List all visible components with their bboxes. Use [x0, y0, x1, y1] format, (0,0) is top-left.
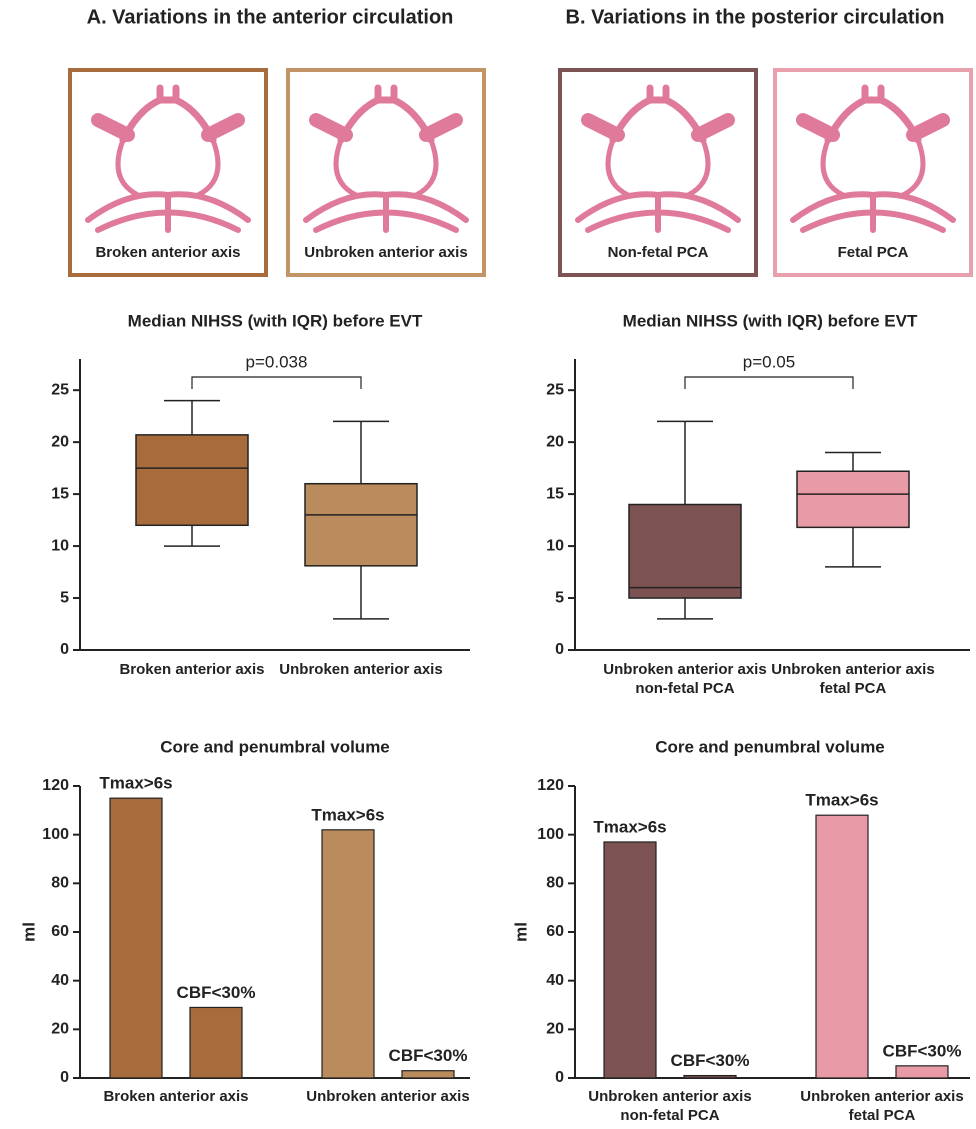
y-tick-label: 0 [60, 1069, 69, 1086]
image-caption: Fetal PCA [838, 244, 909, 261]
y-tick-label: 100 [537, 826, 564, 843]
x-tick-label: Unbroken anterior axis [306, 1088, 469, 1105]
y-tick-label: 5 [555, 589, 564, 606]
x-tick-label: fetal PCA [820, 680, 887, 697]
y-tick-label: 20 [51, 433, 69, 450]
image-caption: Non-fetal PCA [608, 244, 709, 261]
bar [604, 842, 656, 1078]
y-tick-label: 120 [537, 777, 564, 794]
y-tick-label: 60 [51, 923, 69, 940]
bar-label: Tmax>6s [311, 805, 384, 824]
x-tick-label: fetal PCA [849, 1107, 916, 1124]
x-tick-label: Unbroken anterior axis [800, 1088, 963, 1105]
y-tick-label: 15 [546, 485, 564, 502]
chart-title: Core and penumbral volume [160, 737, 390, 756]
x-tick-label: Unbroken anterior axis [771, 661, 934, 678]
section-title: A. Variations in the anterior circulatio… [87, 6, 454, 28]
bar [896, 1066, 948, 1078]
image-caption: Broken anterior axis [95, 244, 240, 261]
bar-label: CBF<30% [177, 983, 256, 1002]
box [629, 505, 741, 599]
y-axis-label: ml [511, 922, 530, 942]
y-tick-label: 60 [546, 923, 564, 940]
y-tick-label: 40 [51, 972, 69, 989]
box [797, 471, 909, 527]
bar [816, 815, 868, 1078]
y-tick-label: 100 [42, 826, 69, 843]
y-tick-label: 40 [546, 972, 564, 989]
bar-label: CBF<30% [883, 1041, 962, 1060]
bar-label: Tmax>6s [593, 817, 666, 836]
y-tick-label: 25 [51, 381, 69, 398]
y-tick-label: 10 [51, 537, 69, 554]
y-tick-label: 10 [546, 537, 564, 554]
y-tick-label: 80 [546, 875, 564, 892]
x-tick-label: non-fetal PCA [635, 680, 734, 697]
x-tick-label: Broken anterior axis [103, 1088, 248, 1105]
y-axis-label: ml [19, 922, 38, 942]
bar-label: Tmax>6s [805, 791, 878, 810]
bar [402, 1071, 454, 1078]
x-tick-label: Broken anterior axis [119, 661, 264, 678]
bar [190, 1007, 242, 1078]
significance-bracket [192, 377, 361, 389]
y-tick-label: 0 [60, 641, 69, 658]
bar-label: CBF<30% [389, 1046, 468, 1065]
y-tick-label: 0 [555, 1069, 564, 1086]
chart-title: Core and penumbral volume [655, 737, 885, 756]
section-title: B. Variations in the posterior circulati… [566, 6, 945, 28]
y-tick-label: 0 [555, 641, 564, 658]
box [136, 435, 248, 525]
p-value: p=0.038 [246, 352, 308, 371]
p-value: p=0.05 [743, 352, 795, 371]
x-tick-label: non-fetal PCA [620, 1107, 719, 1124]
chart-title: Median NIHSS (with IQR) before EVT [623, 311, 918, 330]
x-tick-label: Unbroken anterior axis [588, 1088, 751, 1105]
x-tick-label: Unbroken anterior axis [603, 661, 766, 678]
y-tick-label: 20 [51, 1021, 69, 1038]
y-tick-label: 80 [51, 875, 69, 892]
y-tick-label: 120 [42, 777, 69, 794]
bar-label: Tmax>6s [99, 774, 172, 793]
y-tick-label: 20 [546, 1021, 564, 1038]
y-tick-label: 20 [546, 433, 564, 450]
chart-title: Median NIHSS (with IQR) before EVT [128, 311, 423, 330]
bar [322, 830, 374, 1078]
y-tick-label: 25 [546, 381, 564, 398]
image-caption: Unbroken anterior axis [304, 244, 467, 261]
bar [110, 798, 162, 1078]
box [305, 484, 417, 566]
significance-bracket [685, 377, 853, 389]
y-tick-label: 5 [60, 589, 69, 606]
figure: A. Variations in the anterior circulatio… [0, 0, 976, 1124]
bar-label: CBF<30% [671, 1051, 750, 1070]
bar [684, 1076, 736, 1078]
x-tick-label: Unbroken anterior axis [279, 661, 442, 678]
y-tick-label: 15 [51, 485, 69, 502]
